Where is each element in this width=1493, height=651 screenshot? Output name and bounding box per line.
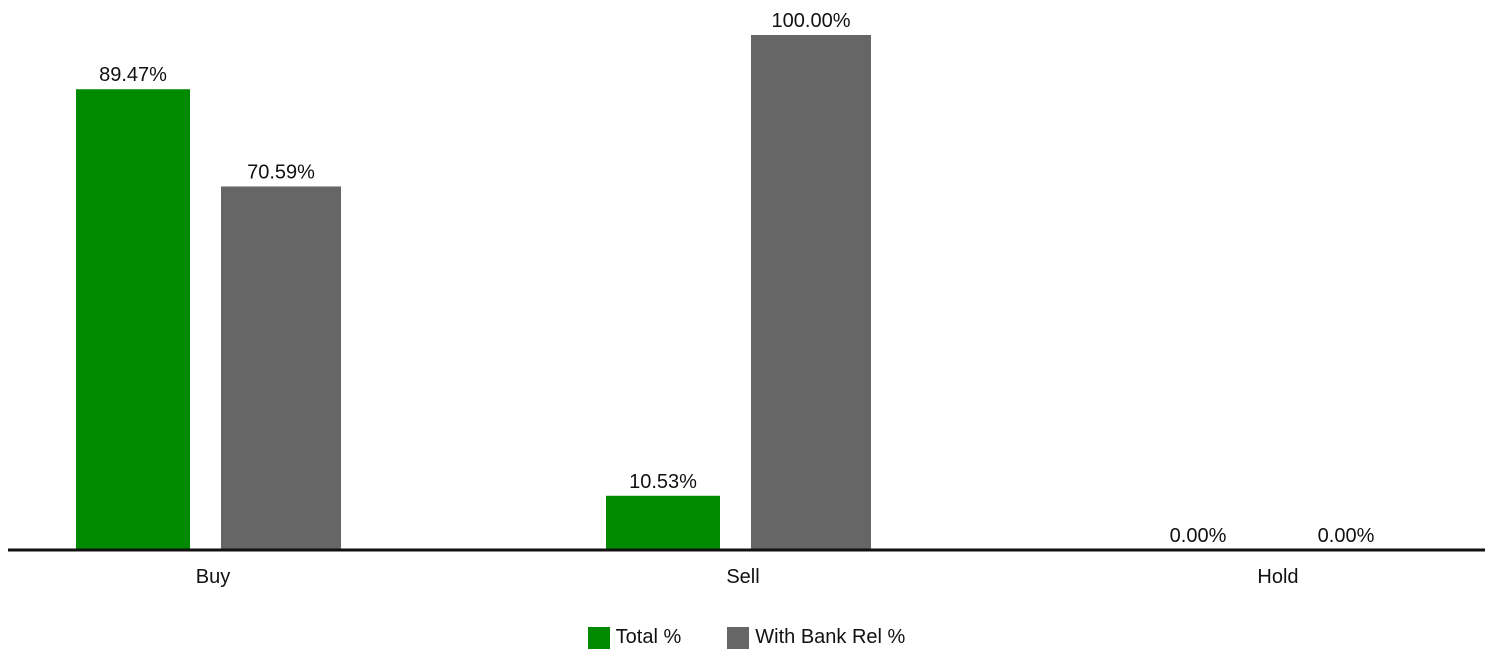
bar-buy-series-1[interactable] xyxy=(221,186,341,551)
x-tick-label-hold: Hold xyxy=(1257,566,1298,588)
data-label-buy-series-1: 70.59% xyxy=(247,161,315,183)
data-label-hold-series-0: 0.00% xyxy=(1170,525,1227,547)
bar-sell-series-1[interactable] xyxy=(751,35,871,550)
data-label-sell-series-1: 100.00% xyxy=(772,10,851,32)
bar-sell-series-0[interactable] xyxy=(606,495,720,550)
legend-item-total[interactable]: Total % xyxy=(587,626,682,649)
legend-swatch-total xyxy=(587,626,610,649)
legend-label-total: Total % xyxy=(615,626,682,648)
data-label-hold-series-1: 0.00% xyxy=(1318,525,1375,547)
bars-group xyxy=(76,35,871,551)
legend: Total % With Bank Rel % xyxy=(0,626,1493,649)
data-label-buy-series-0: 89.47% xyxy=(99,64,167,86)
value-labels-group: 89.47% 70.59% 10.53% 100.00% 0.00% 0.00% xyxy=(99,10,1374,547)
legend-label-with-bank-rel: With Bank Rel % xyxy=(755,626,906,648)
legend-item-with-bank-rel[interactable]: With Bank Rel % xyxy=(727,626,905,649)
x-axis-tick-labels: Buy Sell Hold xyxy=(196,566,1299,588)
data-label-sell-series-0: 10.53% xyxy=(629,471,697,493)
legend-swatch-with-bank-rel xyxy=(727,626,750,649)
bar-buy-series-0[interactable] xyxy=(76,89,190,551)
x-tick-label-buy: Buy xyxy=(196,566,230,588)
x-tick-label-sell: Sell xyxy=(726,566,759,588)
